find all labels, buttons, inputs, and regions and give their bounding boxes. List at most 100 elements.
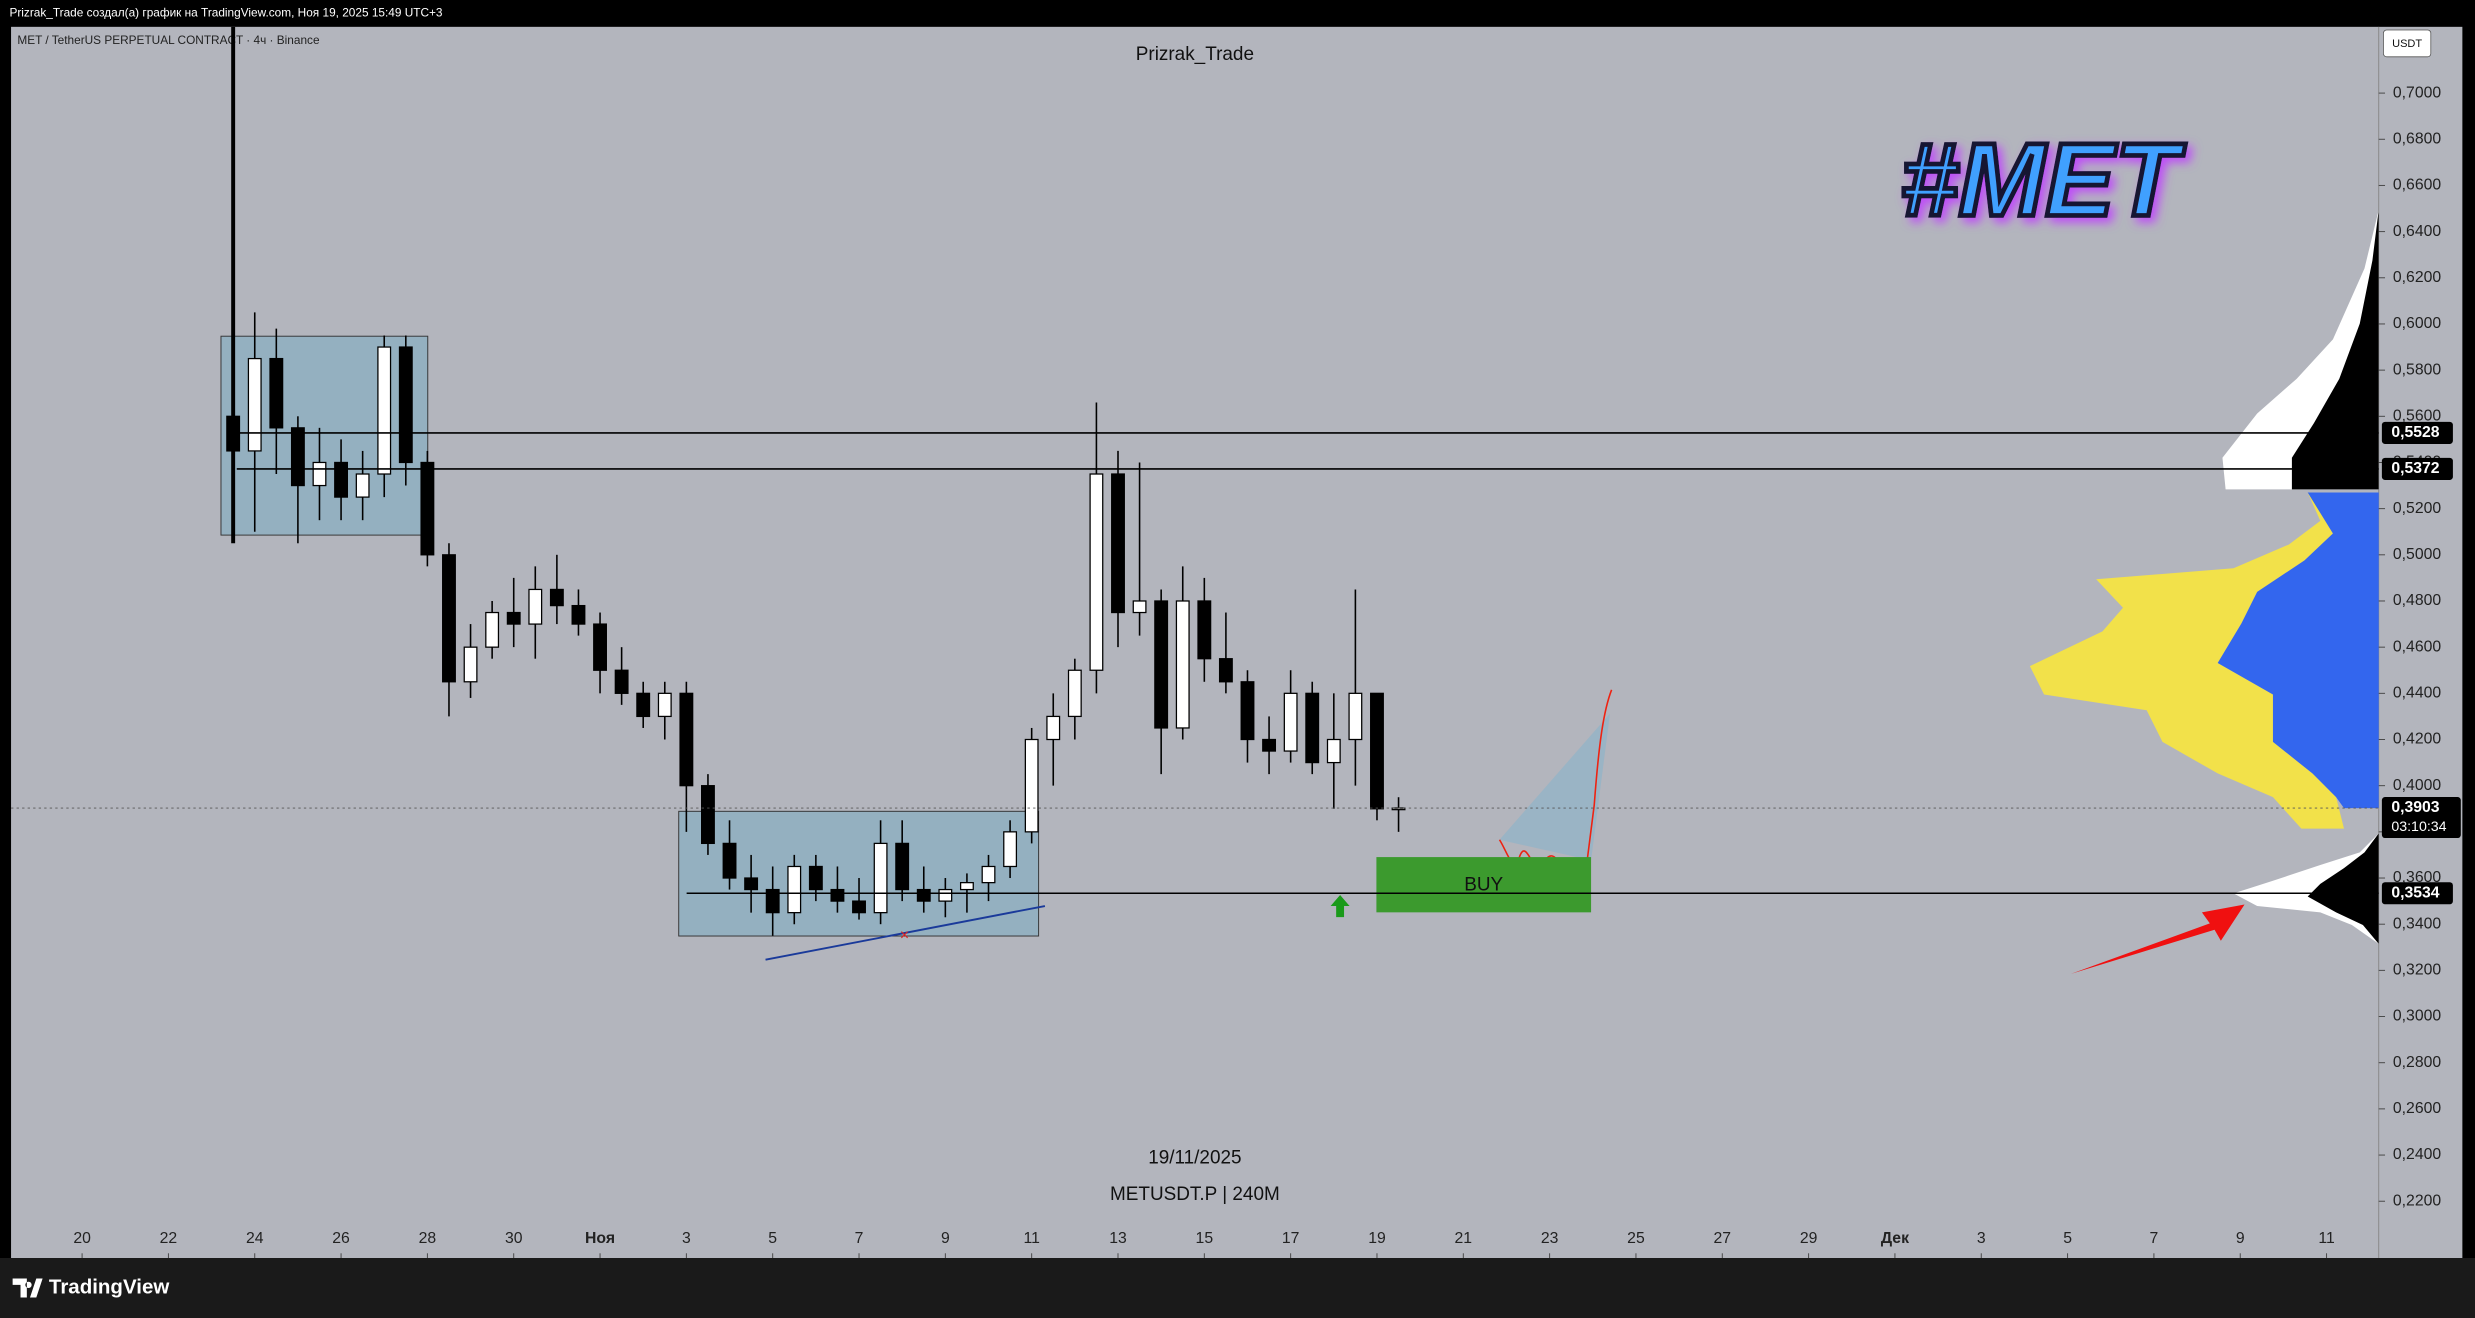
y-tick-label: 0,5600 (2393, 407, 2441, 424)
brand-logo (12, 1278, 43, 1298)
x-tick-label: 9 (2236, 1230, 2245, 1247)
currency-box (2383, 29, 2432, 58)
candle-body (528, 588, 543, 625)
x-tick-label: 15 (1196, 1230, 1214, 1247)
candle-body (1370, 692, 1384, 810)
candle-body (1218, 658, 1233, 683)
watermark: #MET (1900, 122, 2185, 238)
candle-body (744, 877, 759, 891)
buy-zone (1376, 857, 1592, 913)
candle-body (1197, 600, 1212, 660)
x-tick-label: 28 (419, 1230, 437, 1247)
candle-body (916, 888, 931, 902)
candle-body (895, 842, 910, 891)
candle-body (442, 554, 456, 683)
last-price-box (2381, 797, 2461, 839)
x-tick-label: 17 (1282, 1230, 1300, 1247)
y-tick-label: 0,7000 (2393, 84, 2441, 101)
candle-body (830, 888, 845, 902)
y-tick-label: 0,4400 (2393, 685, 2441, 702)
x-tick-label: 3 (1977, 1230, 1986, 1247)
x-tick-label: 7 (2150, 1230, 2159, 1247)
y-tick-label: 0,5200 (2393, 500, 2441, 517)
x-tick-label: 11 (1023, 1230, 1039, 1247)
y-tick-label: 0,4800 (2393, 592, 2441, 609)
y-tick-label: 0,6000 (2393, 315, 2441, 332)
candle-body (614, 669, 629, 694)
y-tick-label: 0,2400 (2393, 1146, 2441, 1163)
x-tick-label: 29 (1800, 1230, 1818, 1247)
x-tick-label: 5 (768, 1230, 777, 1247)
candle-body (722, 842, 737, 879)
x-tick-label: 13 (1109, 1230, 1127, 1247)
y-tick-label: 0,2600 (2393, 1100, 2441, 1117)
author-line: Prizrak_Trade создал(а) график на Tradin… (9, 6, 442, 20)
x-tick-label: 22 (160, 1230, 178, 1247)
y-tick-label: 0,5000 (2393, 546, 2441, 563)
countdown: 03:10:34 (2391, 819, 2446, 835)
candle-body (571, 604, 586, 625)
candle-body (549, 588, 564, 607)
candle-body (1175, 600, 1190, 729)
candle-body (1111, 473, 1125, 614)
candle-body (290, 427, 305, 487)
y-tick-label: 0,5800 (2393, 361, 2441, 378)
candle-body (938, 888, 953, 902)
x-tick-label: 19 (1368, 1230, 1386, 1247)
y-tick-label: 0,3600 (2393, 869, 2441, 886)
x-tick-label: 20 (73, 1230, 91, 1247)
trend-line (765, 905, 1046, 961)
candles (226, 26, 1406, 936)
candle-body (636, 692, 651, 718)
x-tick-label: 24 (246, 1230, 264, 1247)
y-tick-label: 0,6800 (2393, 130, 2441, 147)
x-tick-label: 23 (1541, 1230, 1559, 1247)
candle-body (247, 357, 262, 452)
candle-body (1003, 831, 1018, 868)
candle-body (334, 461, 349, 498)
candle-body (1262, 738, 1277, 752)
candle-body (593, 623, 607, 671)
candle-body (1283, 692, 1298, 752)
red-arrow (2070, 904, 2245, 974)
brand: TradingView (49, 1275, 169, 1298)
y-tick-label: 0,6400 (2393, 223, 2441, 240)
candle-body (355, 473, 370, 498)
price-label: 0,5528 (2391, 424, 2439, 441)
plot-background (11, 26, 2463, 1259)
y-tick-label: 0,6200 (2393, 269, 2441, 286)
candle-body (1326, 738, 1341, 764)
buy-label: BUY (1464, 875, 1503, 896)
candle-body (398, 346, 413, 464)
candle-body (485, 611, 500, 648)
candle-body (981, 865, 996, 884)
y-tick-label: 0,3400 (2393, 915, 2441, 932)
y-tick-label: 0,4200 (2393, 731, 2441, 748)
x-tick-label: 26 (332, 1230, 350, 1247)
date-caption: 19/11/2025 (1148, 1148, 1241, 1169)
x-tick-label: 27 (1714, 1230, 1732, 1247)
x-tick-label: 21 (1455, 1230, 1473, 1247)
candle-body (765, 888, 780, 914)
candle-body (312, 461, 327, 487)
y-tick-label: 0,3000 (2393, 1008, 2441, 1025)
candle-body (873, 842, 888, 914)
price-label-box (2381, 421, 2453, 444)
candle-body (657, 692, 672, 718)
candle-body (701, 785, 715, 845)
candle-body (1348, 692, 1363, 741)
price-label-box (2381, 457, 2453, 480)
y-tick-label: 0,3200 (2393, 962, 2441, 979)
y-tick-label: 0,2200 (2393, 1192, 2441, 1209)
y-tick-label: 0,6600 (2393, 177, 2441, 194)
candle-body (808, 865, 823, 891)
x-tick-label: Ноя (585, 1230, 615, 1247)
candle-body (420, 461, 435, 556)
candle-body (852, 900, 866, 914)
cross-marker: × (900, 927, 909, 944)
price-label: 0,3534 (2391, 884, 2439, 901)
candle-body (1067, 669, 1082, 718)
candle-body (269, 357, 284, 429)
x-tick-label: 30 (505, 1230, 523, 1247)
candle-body (679, 692, 694, 787)
